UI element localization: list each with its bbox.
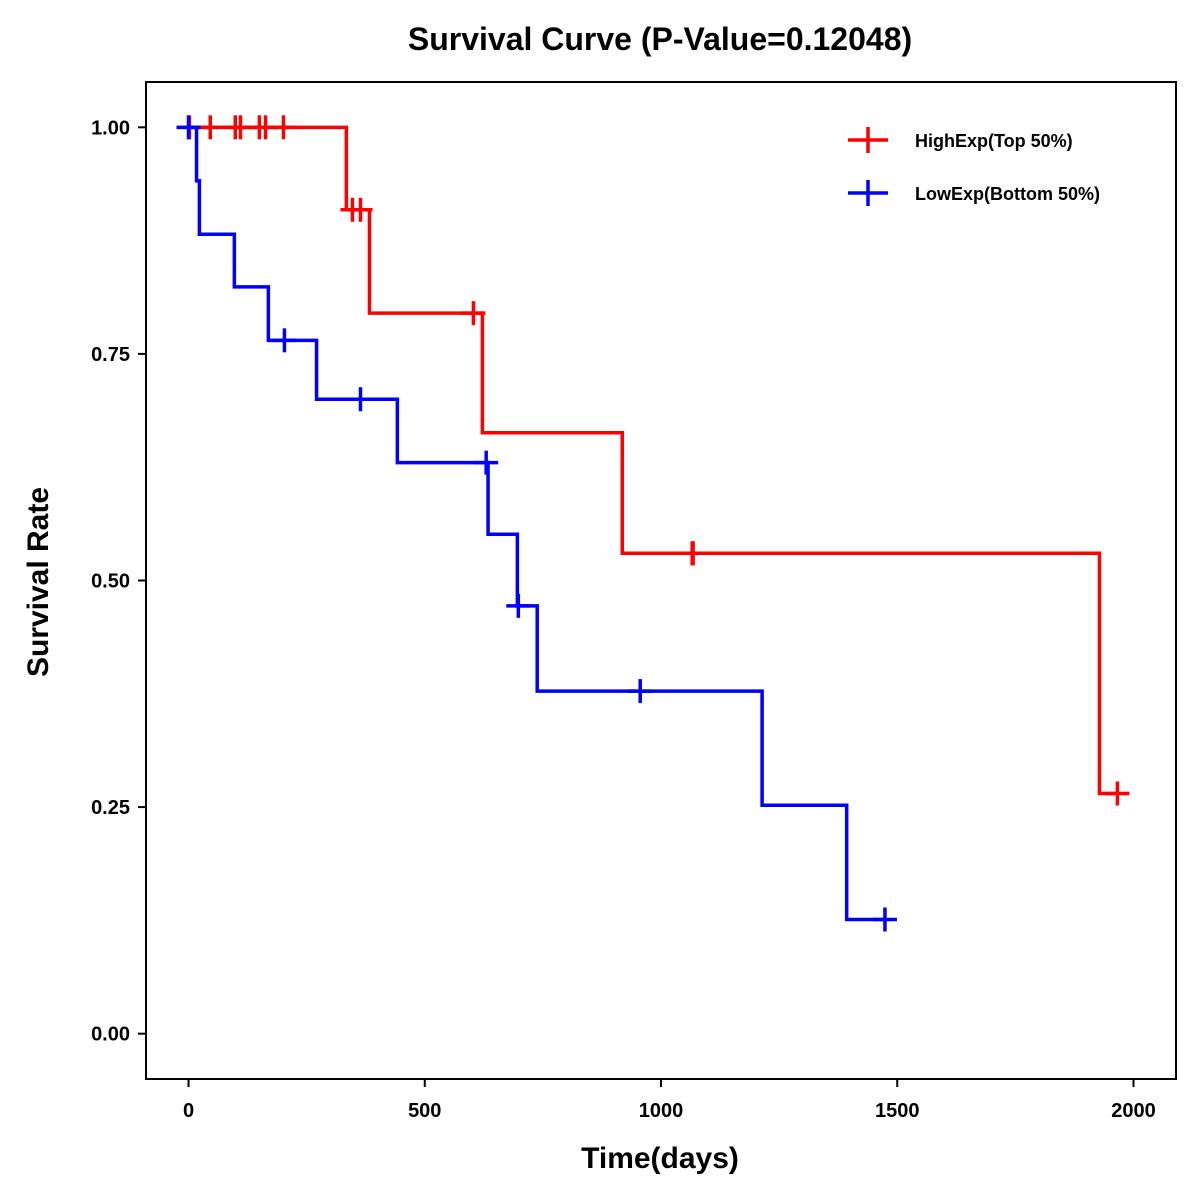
legend-item: LowExp(Bottom 50%) xyxy=(848,180,1100,206)
censor-mark xyxy=(461,301,486,326)
legend-cross-icon xyxy=(848,180,888,206)
series-layer xyxy=(176,115,1130,932)
censor-mark xyxy=(1105,781,1130,806)
censor-mark xyxy=(272,328,297,353)
y-tick-label: 1.00 xyxy=(91,117,130,139)
x-tick-label: 0 xyxy=(183,1100,194,1122)
x-tick-label: 500 xyxy=(408,1100,441,1122)
censor-mark xyxy=(872,907,897,932)
censor-mark xyxy=(628,679,653,704)
x-axis-label: Time(days) xyxy=(581,1142,739,1175)
y-tick-label: 0.25 xyxy=(91,797,130,819)
censor-mark xyxy=(474,450,499,475)
survival-step-line xyxy=(188,125,1118,796)
legend: HighExp(Top 50%) LowExp(Bottom 50%) xyxy=(848,127,1100,206)
series-low-exp xyxy=(176,115,897,932)
censor-mark xyxy=(348,197,373,222)
censor-mark xyxy=(198,115,223,140)
y-tick-label: 0.75 xyxy=(91,344,130,366)
x-tick-label: 1500 xyxy=(875,1100,920,1122)
censor-mark xyxy=(506,593,531,618)
y-tick-label: 0.50 xyxy=(91,571,130,593)
survival-step-line xyxy=(188,125,885,922)
censor-mark xyxy=(681,541,706,566)
censor-mark xyxy=(176,115,201,140)
plot-area xyxy=(145,81,1177,1080)
y-tick-label: 0.00 xyxy=(91,1024,130,1046)
y-axis: 0.00 0.25 0.50 0.75 1.00 xyxy=(91,117,146,1046)
legend-label: HighExp(Top 50%) xyxy=(915,131,1073,151)
y-axis-label: Survival Rate xyxy=(22,487,55,677)
x-axis: 0 500 1000 1500 2000 xyxy=(183,1079,1156,1122)
censor-mark xyxy=(271,115,296,140)
censor-mark xyxy=(348,387,373,412)
legend-label: LowExp(Bottom 50%) xyxy=(915,184,1100,204)
x-tick-label: 1000 xyxy=(639,1100,684,1122)
chart-title: Survival Curve (P-Value=0.12048) xyxy=(408,21,912,57)
x-tick-label: 2000 xyxy=(1111,1100,1156,1122)
legend-item: HighExp(Top 50%) xyxy=(848,127,1073,153)
legend-cross-icon xyxy=(848,127,888,153)
